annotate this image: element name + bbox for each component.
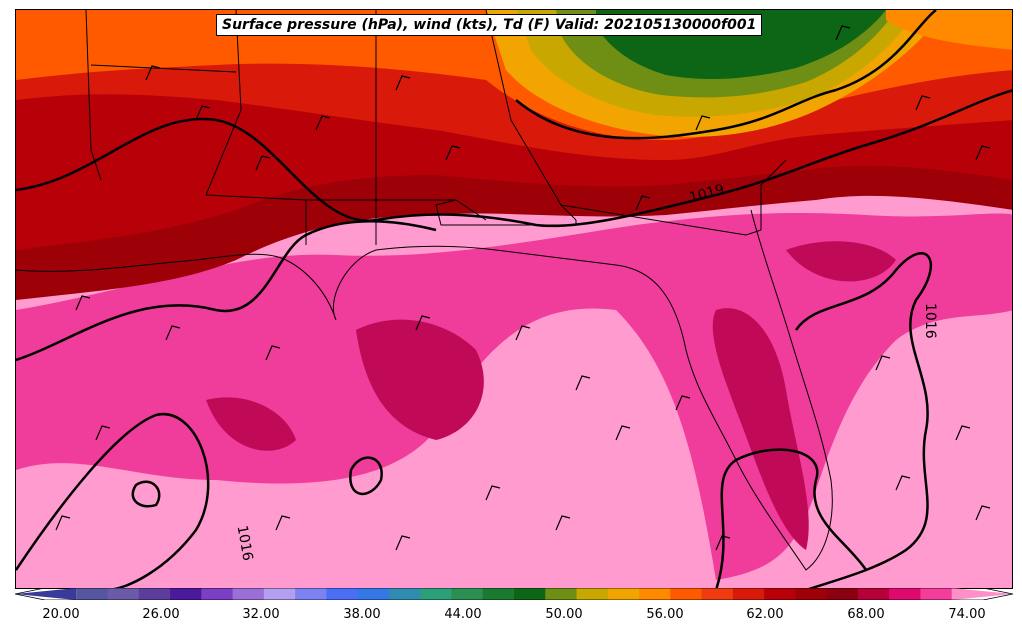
colorbar-tick-label: 20.00	[42, 607, 80, 622]
map-panel: 1019 1016 1016	[15, 9, 1013, 589]
colorbar-segment	[670, 588, 703, 600]
state-borders	[85, 10, 787, 245]
colorbar-segment	[639, 588, 671, 600]
dewpoint-70-band	[16, 213, 1012, 580]
colorbar-segment	[388, 588, 421, 600]
colorbar-segment	[889, 588, 921, 600]
dewpoint-colorbar	[15, 588, 1013, 600]
colorbar-segment	[420, 588, 452, 600]
colorbar-segment	[732, 588, 765, 600]
dewpoint-72-cell	[712, 308, 809, 550]
colorbar-tick-label: 50.00	[545, 607, 583, 622]
colorbar-segment	[857, 588, 890, 600]
colorbar-tick-label: 56.00	[646, 607, 684, 622]
colorbar-segment	[701, 588, 734, 600]
colorbar-segment	[357, 588, 390, 600]
isobar-label-1016-west: 1016	[234, 524, 256, 562]
colorbar-segment	[576, 588, 609, 600]
dewpoint-72-cell	[786, 241, 896, 282]
colorbar-segment	[170, 588, 202, 600]
colorbar-segment	[545, 588, 578, 600]
colorbar-segment	[15, 588, 77, 600]
colorbar-tick-label: 32.00	[242, 607, 280, 622]
colorbar-segment	[107, 588, 140, 600]
colorbar-tick-label: 68.00	[847, 607, 885, 622]
colorbar-segment	[514, 588, 546, 600]
colorbar-tick-label: 74.00	[948, 607, 986, 622]
colorbar-segment	[764, 588, 796, 600]
isobars	[16, 10, 1012, 588]
dewpoint-72-cell	[356, 319, 484, 440]
colorbar-segment	[76, 588, 109, 600]
colorbar-segment	[326, 588, 359, 600]
colorbar-segment	[920, 588, 953, 600]
colorbar-segment	[295, 588, 327, 600]
colorbar-segment	[826, 588, 859, 600]
colorbar-tick-label: 62.00	[746, 607, 784, 622]
colorbar-segment	[951, 588, 1013, 600]
dewpoint-map: 1019 1016 1016	[16, 10, 1012, 588]
colorbar-tick-label: 26.00	[142, 607, 180, 622]
gulf-coastline	[16, 209, 833, 571]
colorbar-segment	[263, 588, 296, 600]
dewpoint-72-cell	[206, 397, 296, 451]
colorbar-segment	[607, 588, 640, 600]
map-title: Surface pressure (hPa), wind (kts), Td (…	[216, 14, 763, 36]
colorbar-segment	[138, 588, 171, 600]
isobar-label-1016-east: 1016	[922, 303, 938, 339]
colorbar-segment	[232, 588, 265, 600]
colorbar-segment	[201, 588, 234, 600]
dewpoint-55-band	[886, 10, 1012, 50]
colorbar-segment	[482, 588, 515, 600]
colorbar-segment	[795, 588, 828, 600]
wind-barbs	[55, 25, 991, 551]
colorbar-tick-label: 44.00	[444, 607, 482, 622]
colorbar-segment	[451, 588, 484, 600]
colorbar-tick-label: 38.00	[343, 607, 381, 622]
